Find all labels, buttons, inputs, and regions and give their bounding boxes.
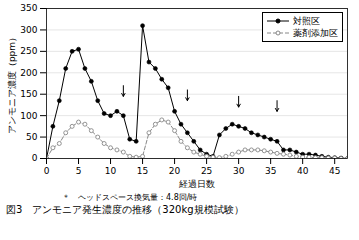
html-text:薬剤添加区: 薬剤添加区 <box>293 28 338 38</box>
svg-text:0: 0 <box>44 166 50 176</box>
svg-text:15: 15 <box>137 166 148 176</box>
svg-text:35: 35 <box>265 166 276 176</box>
svg-text:アンモニア濃度（ppm）: アンモニア濃度（ppm） <box>7 33 17 134</box>
html-text:対照区: 対照区 <box>293 16 320 26</box>
svg-text:100: 100 <box>20 111 37 121</box>
svg-text:45: 45 <box>329 166 340 176</box>
svg-text:250: 250 <box>20 46 37 56</box>
svg-text:350: 350 <box>20 3 37 13</box>
svg-text:経過日数: 経過日数 <box>178 179 215 189</box>
svg-text:0: 0 <box>32 153 38 163</box>
html-text:＊ ヘッドスペース換気量：4.8回/時: ＊ ヘッドスペース換気量：4.8回/時 <box>62 193 198 202</box>
svg-text:300: 300 <box>20 25 37 35</box>
svg-text:40: 40 <box>297 166 309 176</box>
svg-text:50: 50 <box>26 132 38 142</box>
svg-text:150: 150 <box>20 89 37 99</box>
svg-text:30: 30 <box>233 166 245 176</box>
svg-text:200: 200 <box>20 68 37 78</box>
svg-text:10: 10 <box>105 166 117 176</box>
svg-text:25: 25 <box>201 166 212 176</box>
svg-text:20: 20 <box>169 166 181 176</box>
svg-text:5: 5 <box>76 166 82 176</box>
html-text:図3 アンモニア発生濃度の推移（320kg規模試験）: 図3 アンモニア発生濃度の推移（320kg規模試験） <box>6 204 244 215</box>
